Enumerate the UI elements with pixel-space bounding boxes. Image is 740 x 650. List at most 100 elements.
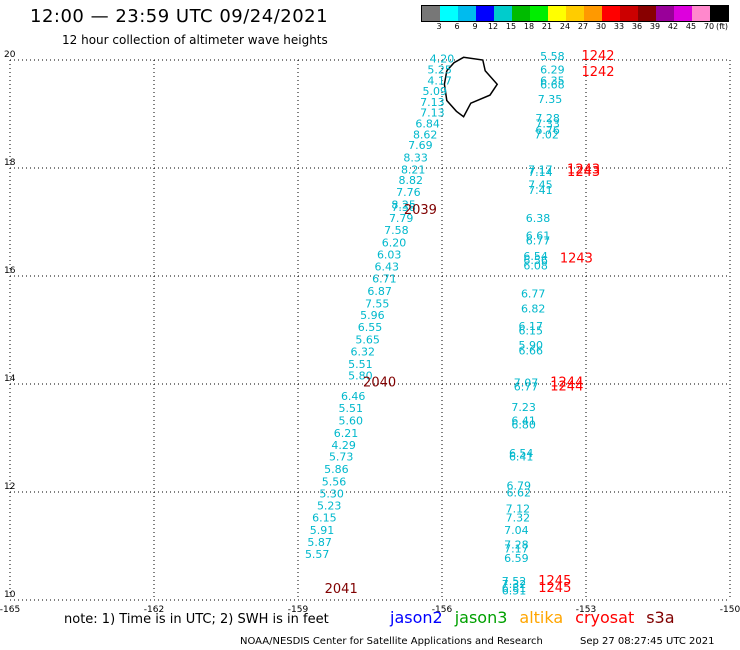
data-point: 7.13: [420, 107, 445, 120]
x-tick-label: -165: [0, 605, 20, 615]
data-point: 7.58: [384, 224, 409, 237]
time-label: 1242: [581, 65, 614, 80]
colorbar-label: 24: [559, 22, 571, 31]
data-point: 6.81: [502, 582, 527, 595]
x-tick-label: -159: [288, 605, 309, 615]
x-tick-label: -162: [144, 605, 164, 615]
data-point: 8.82: [399, 174, 424, 187]
mission-jason3: jason3: [454, 608, 508, 627]
x-tick-label: -156: [432, 605, 453, 615]
data-point: 7.41: [528, 184, 553, 197]
colorbar-swatch: [620, 6, 638, 21]
data-point: 6.59: [504, 552, 529, 565]
data-point: 6.41: [509, 451, 534, 464]
credit-text: NOAA/NESDIS Center for Satellite Applica…: [240, 636, 543, 647]
data-point: 5.09: [423, 85, 448, 98]
time-label: 1243: [567, 162, 600, 177]
colorbar-label: 45: [685, 22, 697, 31]
y-tick-label: 18: [4, 158, 16, 168]
data-point: 7.79: [389, 212, 414, 225]
data-point: 6.43: [375, 261, 400, 274]
colorbar-label: 15: [505, 22, 517, 31]
colorbar-label: 18: [523, 22, 535, 31]
data-point: 6.54: [523, 250, 548, 263]
data-point: 6.20: [382, 236, 407, 249]
colorbar-swatch: [548, 6, 566, 21]
y-tick-label: 10: [4, 590, 16, 600]
data-point: 5.58: [540, 50, 565, 63]
colorbar-swatch: [476, 6, 494, 21]
x-tick-label: -150: [720, 605, 740, 615]
data-point: 5.73: [329, 451, 354, 464]
data-point: 6.62: [507, 486, 532, 499]
data-point: 5.60: [339, 415, 364, 428]
data-point: 6.17: [519, 320, 544, 333]
y-tick-label: 12: [4, 482, 15, 492]
data-point: 7.69: [408, 139, 433, 152]
data-point: 7.32: [506, 512, 531, 525]
data-point: 5.23: [317, 499, 342, 512]
data-point: 5.56: [322, 476, 347, 489]
colorbar-label: 33: [613, 22, 625, 31]
colorbar-swatch: [458, 6, 476, 21]
data-point: 6.79: [507, 479, 532, 492]
data-point: 6.87: [367, 285, 392, 298]
data-point: 5.96: [360, 309, 385, 322]
time-label: 1244: [550, 379, 583, 394]
data-point: 5.87: [307, 536, 332, 549]
time-label: 1244: [550, 376, 583, 391]
data-point: 5.65: [355, 334, 380, 347]
x-tick-label: -153: [576, 605, 596, 615]
data-point: 6.77: [526, 235, 551, 248]
time-label: 2041: [325, 582, 358, 597]
data-point: 7.76: [396, 186, 421, 199]
colorbar-swatch: [638, 6, 656, 21]
data-point: 5.51: [339, 402, 364, 415]
data-point: 7.14: [528, 166, 553, 179]
data-point: 6.56: [523, 254, 548, 267]
data-point: 5.90: [519, 339, 544, 352]
data-point: 6.29: [540, 64, 565, 77]
time-label: 1242: [581, 49, 614, 64]
data-point: 6.76: [535, 124, 560, 137]
colorbar-swatch: [566, 6, 584, 21]
data-point: 4.17: [427, 74, 452, 87]
data-point: 6.35: [540, 74, 565, 87]
data-point: 8.33: [403, 152, 428, 165]
colorbar-swatch: [530, 6, 548, 21]
data-point: 7.12: [506, 503, 531, 516]
data-point: 8.62: [413, 128, 438, 141]
data-point: 7.33: [535, 118, 560, 131]
data-point: 6.51: [502, 585, 527, 598]
data-point: 5.30: [319, 487, 344, 500]
colorbar-label: 3: [436, 22, 442, 31]
data-point: 7.07: [514, 377, 539, 390]
colorbar-label: 6: [454, 22, 460, 31]
time-label: 1245: [538, 581, 571, 596]
time-label: 2039: [404, 203, 437, 218]
colorbar-label: 12: [487, 22, 499, 31]
data-point: 7.04: [504, 524, 529, 537]
time-label: 1243: [560, 252, 593, 267]
colorbar-label: 36: [631, 22, 643, 31]
y-tick-label: 20: [4, 50, 16, 60]
data-point: 7.17: [528, 163, 553, 176]
data-point: 7.13: [420, 96, 445, 109]
data-point: 7.28: [504, 539, 529, 552]
colorbar-label: 21: [541, 22, 553, 31]
data-point: 5.91: [310, 524, 335, 537]
data-point: 8.25: [391, 199, 416, 212]
island-coastline: [443, 56, 499, 118]
data-point: 6.08: [523, 260, 548, 273]
data-point: 5.86: [324, 463, 349, 476]
y-tick-label: 16: [4, 266, 16, 276]
data-point: 6.03: [377, 249, 402, 262]
data-point: 4.20: [430, 53, 455, 66]
data-point: 6.32: [351, 345, 376, 358]
colorbar-swatch: [656, 6, 674, 21]
page-title: 12:00 — 23:59 UTC 09/24/2021: [30, 6, 329, 27]
colorbar-swatch: [710, 6, 728, 21]
colorbar-label: 9: [472, 22, 478, 31]
colorbar-swatch: [494, 6, 512, 21]
